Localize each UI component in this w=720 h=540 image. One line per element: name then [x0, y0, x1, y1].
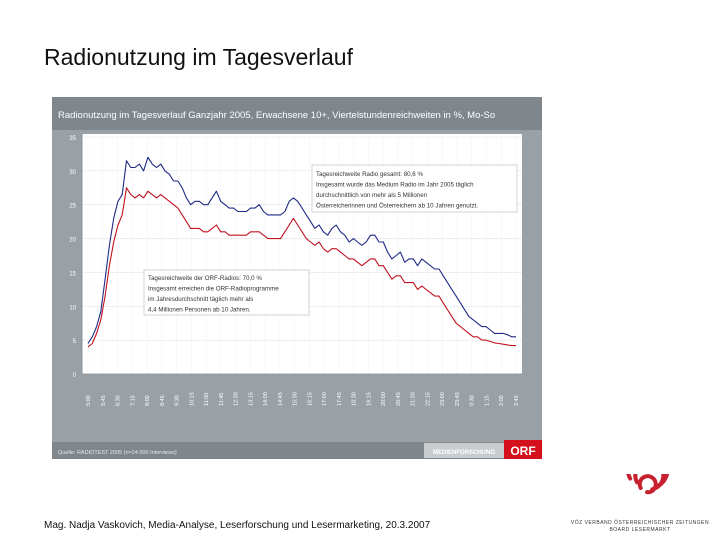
annotation-line: Tagesreichweite der ORF-Radios: 70,0 % [148, 275, 262, 282]
x-tick-label: 17:00 [322, 392, 328, 406]
x-tick-label: 8:00 [145, 395, 151, 406]
brand-label: MEDIENFORSCHUNG [433, 450, 495, 456]
logo-line-1: VÖZ VERBAND ÖSTERREICHISCHER ZEITUNGEN [570, 520, 710, 526]
annotation-total: Tagesreichweite Radio gesamt: 80,6 % Insg… [316, 171, 478, 210]
grid [82, 136, 522, 375]
x-tick-label: 9:30 [175, 395, 181, 406]
series-line-radio-gesamt [87, 156, 516, 344]
x-tick-label: 12:30 [234, 392, 240, 406]
x-tick-label: 20:00 [381, 392, 387, 406]
voez-logo: VÖZ VERBAND ÖSTERREICHISCHER ZEITUNGEN B… [562, 447, 718, 536]
y-tick-label: 20 [69, 238, 76, 244]
y-tick-label: 15 [69, 271, 76, 277]
y-tick-label: 35 [69, 136, 76, 142]
chart-footer-bar [52, 442, 542, 459]
annotation-line: im Jahresdurchschnitt täglich mehr als [148, 296, 253, 303]
x-tick-label: 19:15 [366, 392, 372, 406]
logo-arc [637, 474, 658, 495]
annotation-orf: Tagesreichweite der ORF-Radios: 70,0 % In… [148, 275, 279, 314]
annotation-line: Insgesamt wurde das Medium Radio im Jahr… [316, 182, 474, 189]
x-tick-label: 2:00 [499, 395, 505, 406]
y-axis: 0 5 10 15 20 25 30 35 [69, 134, 83, 379]
chart-title: Radionutzung im Tagesverlauf Ganzjahr 20… [58, 110, 495, 121]
x-tick-label: 10:15 [189, 392, 195, 406]
x-tick-label: 22:15 [425, 392, 431, 406]
x-tick-label: 14:00 [263, 392, 269, 406]
x-tick-label: 8:45 [160, 395, 166, 406]
chart-source: Quelle: RADIOTEST 2005 (n=24.000 Intervi… [58, 450, 177, 456]
x-tick-label: 11:45 [219, 393, 225, 406]
x-axis: 5:00 5:45 6:30 7:15 8:00 8:45 9:30 10:15 11:00 11… [82, 373, 522, 406]
voez-logo-mark [625, 447, 670, 495]
x-tick-label: 17:45 [337, 392, 343, 406]
footer-text: Mag. Nadja Vaskovich, Media-Analyse, Les… [44, 520, 431, 531]
annotation-total-box [311, 164, 518, 213]
orf-logo: ORF [510, 444, 535, 458]
x-tick-label: 13:15 [248, 392, 254, 406]
chart-panel: Radionutzung im Tagesverlauf Ganzjahr 20… [52, 97, 542, 459]
annotation-line: Tagesreichweite Radio gesamt: 80,6 % [316, 171, 423, 178]
x-tick-label: 11:00 [204, 393, 210, 406]
y-tick-label: 10 [69, 305, 76, 311]
x-tick-label: 7:15 [130, 395, 136, 406]
x-tick-label: 0:30 [470, 395, 476, 406]
series-lines [87, 156, 516, 348]
chart-header-bar [52, 97, 542, 130]
annotation-line: 4,4 Millionen Personen ab 10 Jahren. [148, 307, 251, 314]
x-tick-label: 1:15 [484, 395, 490, 406]
x-tick-label: 23:00 [440, 392, 446, 406]
y-tick-label: 5 [73, 339, 77, 345]
annotation-line: Österreicherinnen und Österreichern ab 1… [316, 203, 478, 210]
x-tick-label: 21:30 [411, 392, 417, 406]
logo-line-2: BOARD LESERMARKT [609, 527, 671, 533]
slide-title: Radionutzung im Tagesverlauf [44, 44, 353, 70]
x-tick-label: 5:45 [101, 395, 107, 406]
x-tick-label: 20:45 [396, 392, 402, 406]
line-chart: Radionutzung im Tagesverlauf Ganzjahr 20… [52, 97, 542, 459]
x-tick-label: 6:30 [116, 395, 122, 406]
x-tick-label: 5:00 [86, 395, 92, 406]
annotation-line: Insgesamt erreichen die ORF-Radioprogram… [148, 286, 279, 293]
x-tick-label: 18:30 [352, 392, 358, 406]
annotation-line: durchschnittlich von mehr als 5 Millione… [316, 192, 428, 199]
y-tick-label: 0 [73, 373, 77, 379]
brand-label-bg [424, 443, 504, 458]
y-tick-label: 30 [69, 170, 76, 176]
x-tick-label: 15:30 [293, 392, 299, 406]
x-tick-label: 16:15 [307, 392, 313, 406]
x-tick-label: 23:45 [455, 392, 461, 406]
x-tick-label: 2:45 [514, 395, 520, 406]
series-line-orf-radios [87, 187, 516, 348]
y-tick-label: 25 [69, 204, 76, 210]
annotation-orf-box [143, 269, 310, 316]
orf-logo-bg [504, 440, 542, 459]
x-tick-label: 14:45 [278, 392, 284, 406]
